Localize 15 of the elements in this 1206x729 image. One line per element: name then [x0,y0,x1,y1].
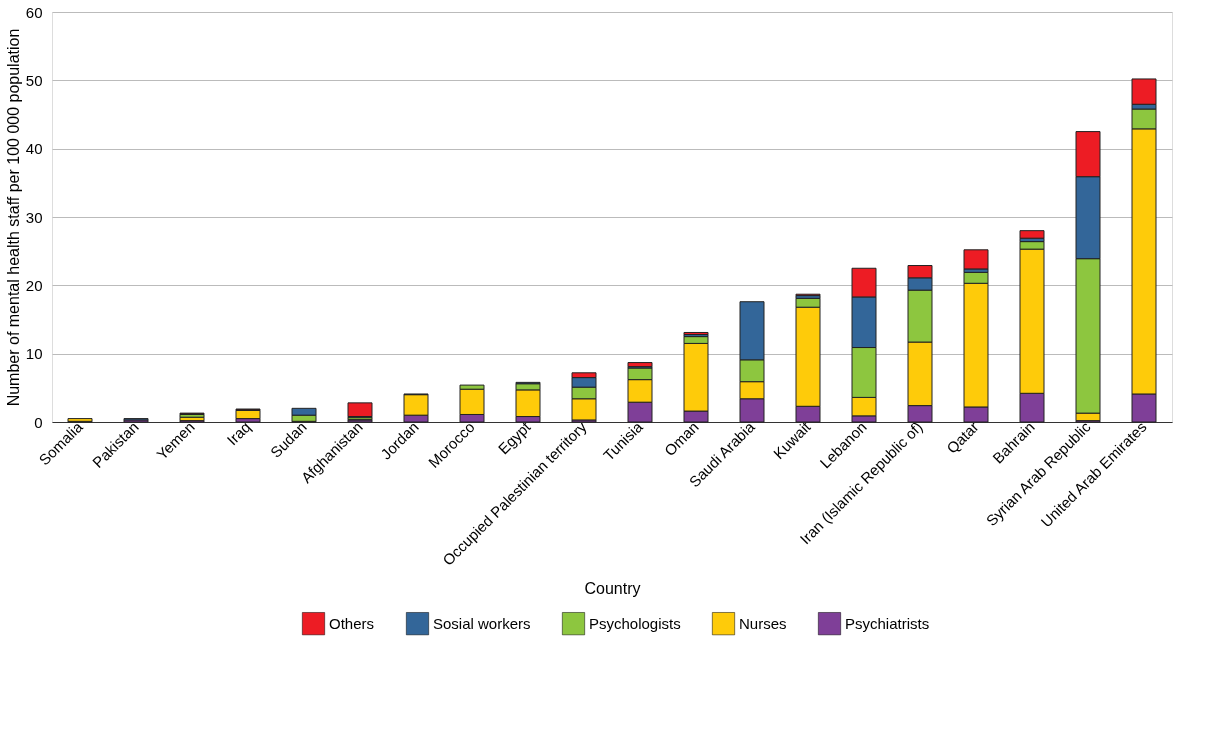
y-tick-label: 10 [25,345,43,363]
legend-label: Others [329,614,375,632]
legend-label: Psychiatrists [845,614,930,632]
y-axis-title: Number of mental health staff per 100 000 population [4,28,22,407]
y-tick-label: 0 [34,413,43,431]
y-tick-label: 60 [25,3,43,21]
x-axis-title: Country [584,579,641,597]
y-tick-label: 30 [25,208,43,226]
y-tick-label: 50 [25,71,43,89]
legend-label: Nurses [739,614,787,632]
legend-label: Psychologists [589,614,681,632]
y-tick-label: 40 [25,140,43,158]
legend-label: Sosial workers [433,614,531,632]
y-tick-label: 20 [25,276,43,294]
x-tick-label: Iraq [223,418,254,449]
